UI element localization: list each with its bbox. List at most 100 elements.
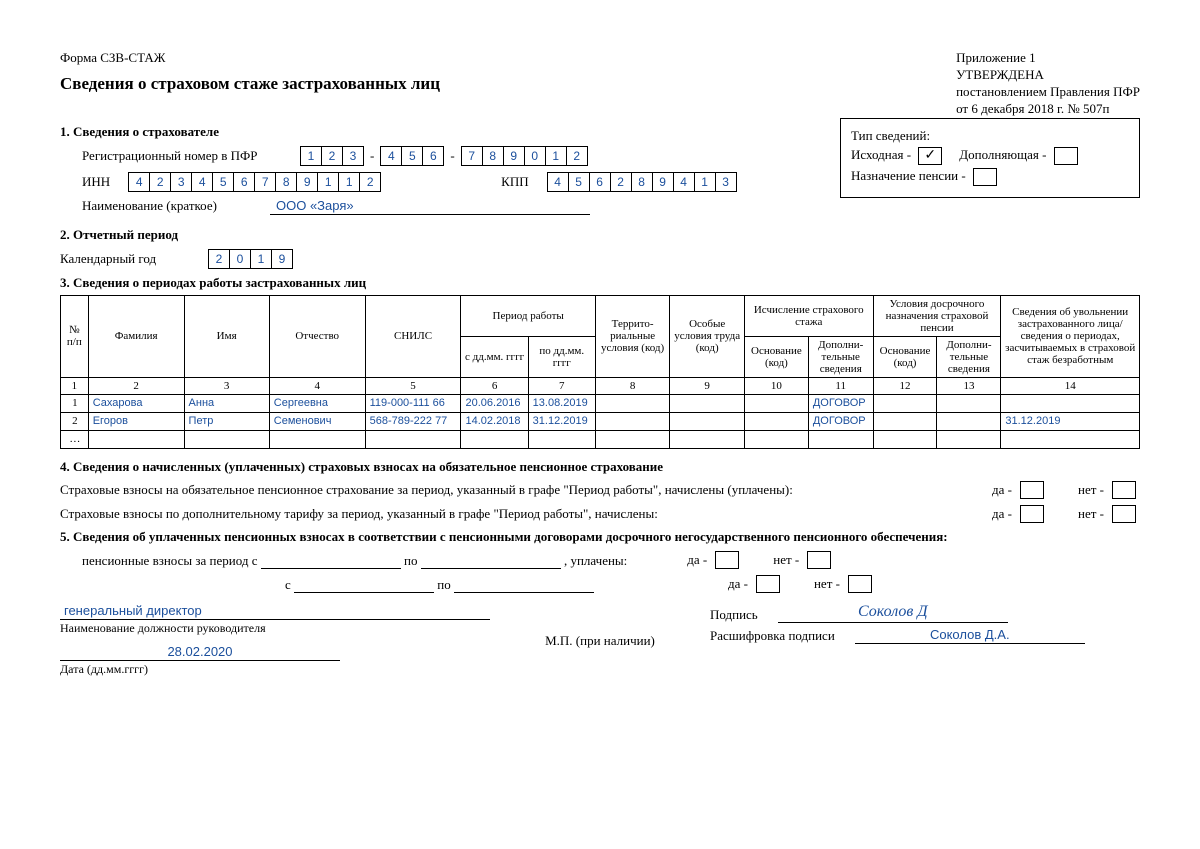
name-label: Наименование (краткое) [82,198,252,214]
section4-head: 4. Сведения о начисленных (уплаченных) с… [60,459,1140,475]
col-snils: СНИЛС [365,295,461,377]
col-special: Особые условия труда (код) [670,295,745,377]
year-label: Календарный год [60,251,190,267]
col-from: с дд.мм. гггг [461,336,528,377]
digit-cell: 9 [652,172,674,192]
s4-l1-net[interactable] [1112,481,1136,499]
col-to: по дд.мм. гггг [528,336,595,377]
reg-p1: 123 [300,146,364,166]
section2-head: 2. Отчетный период [60,227,1140,243]
digit-cell: 8 [275,172,297,192]
s5-from2[interactable] [294,577,434,593]
digit-cell: 6 [589,172,611,192]
digit-cell: 7 [254,172,276,192]
digit-cell: 7 [461,146,483,166]
pension-checkbox[interactable] [973,168,997,186]
s5-to2[interactable] [454,577,594,593]
digit-cell: 0 [524,146,546,166]
initial-label: Исходная - [851,147,911,162]
reg-number-row: Регистрационный номер в ПФР 123 - 456 - … [60,146,840,166]
digit-cell: 4 [380,146,402,166]
inn-kpp-row: ИНН 423456789112 КПП 456289413 [60,172,840,192]
digit-cell: 2 [359,172,381,192]
reg-p2: 456 [380,146,444,166]
col-dismiss: Сведения об увольнении застрахованного л… [1001,295,1140,377]
s5-row2: с по да - нет - [60,575,1140,593]
s5-l1-da[interactable] [715,551,739,569]
digit-cell: 3 [342,146,364,166]
type-title: Тип сведений: [851,128,1129,144]
date-value: 28.02.2020 [60,644,340,661]
digit-cell: 2 [566,146,588,166]
digit-cell: 1 [694,172,716,192]
col-early: Условия досрочного назначения страховой … [873,295,1001,336]
digit-cell: 2 [321,146,343,166]
digit-cell: 5 [212,172,234,192]
approval-block: Приложение 1 УТВЕРЖДЕНА постановлением П… [956,50,1140,118]
supplement-label: Дополняющая - [959,147,1046,162]
s4-l2-da[interactable] [1020,505,1044,523]
digit-cell: 2 [610,172,632,192]
digit-cell: 1 [317,172,339,192]
digit-cell: 5 [401,146,423,166]
col-fam: Фамилия [88,295,184,377]
s5-l2-net[interactable] [848,575,872,593]
kpp-digits: 456289413 [547,172,737,192]
initial-checkbox[interactable]: ✓ [918,147,942,165]
s4-l1-da[interactable] [1020,481,1044,499]
org-name: ООО «Заря» [270,198,590,215]
sign-label: Подпись [710,607,758,623]
digit-cell: 9 [503,146,525,166]
digit-cell: 2 [149,172,171,192]
digit-cell: 4 [191,172,213,192]
digit-cell: 1 [250,249,272,269]
approved-label: УТВЕРЖДЕНА [956,67,1140,84]
s4-line2: Страховые взносы по дополнительному тари… [60,505,1140,523]
signature: Соколов Д [778,603,1008,623]
s5-l2-da[interactable] [756,575,780,593]
digit-cell: 8 [482,146,504,166]
col-addl1: Дополни-тельные сведения [808,336,873,377]
name-row: Наименование (краткое) ООО «Заря» [60,198,840,215]
supplement-checkbox[interactable] [1054,147,1078,165]
decode-value: Соколов Д.А. [855,627,1085,644]
column-numbers: 1234567891011121314 [61,377,1140,394]
digit-cell: 6 [422,146,444,166]
digit-cell: 3 [170,172,192,192]
decode-label: Расшифровка подписи [710,628,835,644]
digit-cell: 9 [271,249,293,269]
digit-cell: 0 [229,249,251,269]
digit-cell: 5 [568,172,590,192]
digit-cell: 6 [233,172,255,192]
section1-head: 1. Сведения о страхователе [60,124,840,140]
reg-label: Регистрационный номер в ПФР [82,148,282,164]
digit-cell: 2 [208,249,230,269]
col-terr: Террито-риальные условия (код) [595,295,670,377]
digit-cell: 1 [300,146,322,166]
s4-line1: Страховые взносы на обязательное пенсион… [60,481,1140,499]
digit-cell: 8 [631,172,653,192]
pension-label: Назначение пенсии - [851,168,966,183]
digit-cell: 1 [545,146,567,166]
table-row: 2ЕгоровПетрСеменович568-789-222 7714.02.… [61,412,1140,430]
mp-label: М.П. (при наличии) [530,633,670,649]
s5-from1[interactable] [261,553,401,569]
col-basis1: Основание (код) [744,336,808,377]
s5-to1[interactable] [421,553,561,569]
col-basis2: Основание (код) [873,336,937,377]
digit-cell: 4 [673,172,695,192]
inn-digits: 423456789112 [128,172,381,192]
periods-table: № п/п Фамилия Имя Отчество СНИЛС Период … [60,295,1140,449]
signature-block: генеральный директор Наименование должно… [60,603,1140,677]
s5-row1: пенсионные взносы за период с по , уплач… [60,551,1140,569]
col-addl2: Дополни-тельные сведения [937,336,1001,377]
digit-cell: 4 [128,172,150,192]
year-row: Календарный год 2019 [60,249,1140,269]
form-code: Форма СЗВ-СТАЖ [60,50,956,66]
position-value: генеральный директор [60,603,490,620]
s4-l2-net[interactable] [1112,505,1136,523]
digit-cell: 3 [715,172,737,192]
decree-date: от 6 декабря 2018 г. № 507п [956,101,1140,118]
s5-l1-net[interactable] [807,551,831,569]
digit-cell: 4 [547,172,569,192]
